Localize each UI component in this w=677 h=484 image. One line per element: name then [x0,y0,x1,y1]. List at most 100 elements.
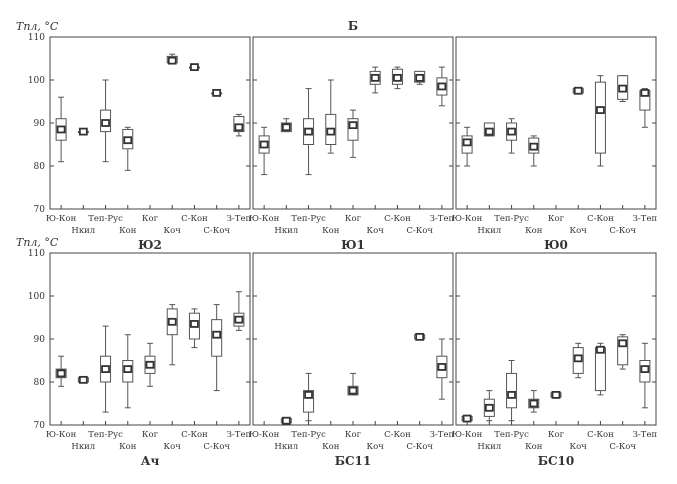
median-marker [596,106,605,114]
median-marker [529,399,539,408]
median-marker [484,403,494,412]
box-Теп-Рус [100,325,112,413]
box-С-Кон [188,308,200,349]
box-Теп-Рус [303,88,315,176]
median-marker [234,315,244,324]
panel-title: БС11 [335,454,372,468]
x-tick-label: З-Теп [633,430,658,440]
panel-2: Ю-Кон Нкил Теп-Рус Кон Ког Коч С-Кон С-Коч З-Теп… [249,19,455,252]
x-tick-label: Ког [345,430,362,440]
median-marker [212,89,222,97]
median-marker [259,140,269,149]
x-tick-label: Теп-Рус [291,214,326,224]
box-З-Теп [639,88,651,128]
box-body [303,390,315,413]
median-marker [507,127,516,136]
panel-title: Ю2 [138,238,162,252]
x-tick-label: Ю-Кон [452,430,483,440]
y-axis-label: Tпл, °C [16,236,59,249]
median-marker [437,82,447,91]
median-marker [507,390,516,399]
box-С-Кон [188,63,200,71]
box-Нкил [483,122,495,137]
x-tick-label: С-Кон [181,430,208,440]
x-tick-label: З-Теп [633,214,658,224]
panel-frame [49,36,251,210]
x-tick-label: С-Кон [587,214,614,224]
x-tick-label: С-Коч [203,442,230,452]
box-body [594,347,606,392]
box-Ког [347,372,359,396]
box-Ког [144,342,156,387]
median-marker [234,123,244,132]
x-tick-label: Теп-Рус [88,430,123,440]
box-С-Кон [391,66,403,90]
x-tick-label: С-Коч [203,226,230,236]
box-body [347,118,359,141]
median-marker [348,121,358,130]
x-tick-label: Ю-Кон [249,214,280,224]
x-tick-label: Нкил [477,226,501,236]
x-tick-label: Коч [570,226,588,236]
box-Теп-Рус [100,79,112,163]
median-marker [101,365,110,374]
x-tick-label: Ког [345,214,362,224]
box-З-Теп [436,66,448,107]
box-body [506,372,518,409]
median-marker [640,89,650,97]
x-tick-label: С-Коч [609,226,636,236]
median-marker [393,73,402,82]
box-Нкил [280,118,292,133]
box-З-Теп [233,113,245,137]
x-tick-label: Нкил [274,226,298,236]
y-tick-label: 90 [34,335,46,345]
x-tick-label: С-Кон [181,214,208,224]
x-tick-label: С-Кон [587,430,614,440]
box-Кон [528,390,540,413]
median-marker [212,330,222,339]
x-tick-label: З-Теп [227,214,252,224]
x-tick-label: Нкил [477,442,501,452]
median-marker [529,142,539,151]
median-marker [78,375,88,384]
x-tick-label: С-Кон [384,214,411,224]
median-marker [281,416,291,425]
y-tick-label: 90 [34,119,46,129]
box-Кон [122,126,134,171]
box-Коч [369,66,381,94]
x-tick-label: С-Кон [384,430,411,440]
median-marker [370,73,380,82]
median-marker [618,339,628,348]
x-tick-label: Нкил [71,226,95,236]
panel-header: Б [348,19,358,33]
x-tick-label: Кон [525,226,543,236]
x-tick-label: З-Теп [430,214,455,224]
box-С-Коч [617,334,629,370]
panel-title: Ю1 [341,238,365,252]
median-marker [326,127,336,136]
median-marker [415,73,425,82]
median-marker [462,414,472,423]
box-Ю-Кон [461,414,473,423]
box-Кон [325,79,337,154]
box-Теп-Рус [506,360,518,422]
x-tick-label: Коч [164,442,182,452]
box-Ю-Кон [258,126,270,176]
median-marker [640,365,650,374]
median-marker [484,127,494,136]
y-tick-label: 70 [34,205,46,215]
box-Кон [528,135,540,167]
box-Коч [166,304,178,366]
median-marker [167,56,177,65]
panel-1: 70 80 90 100 110 Ю-Кон Нкил Теп-Рус Кон Ког Коч С-К… [28,33,252,252]
box-Коч [572,342,584,379]
median-marker [437,363,447,371]
panel-4: 70 80 90 100 110 Ю-Кон Нкил Теп-Рус Кон Ког Коч С-К… [28,249,252,468]
median-marker [415,332,425,341]
median-marker [56,369,66,378]
y-tick-label: 70 [34,421,46,431]
median-marker [78,127,88,136]
x-tick-label: Ког [142,430,159,440]
median-marker [462,138,472,147]
